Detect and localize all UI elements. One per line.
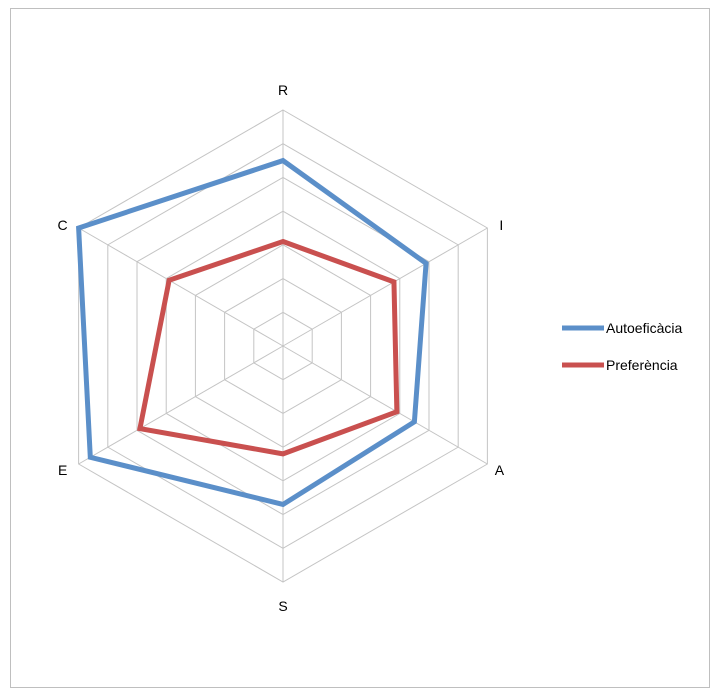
axis-label-I: I [499, 217, 503, 233]
legend-label-2: Preferència [606, 357, 678, 373]
axis-label-S: S [278, 598, 287, 614]
series-line-1 [79, 161, 426, 505]
series-line-2 [140, 241, 397, 453]
spoke-A [283, 346, 487, 464]
axis-label-A: A [495, 462, 505, 478]
spoke-C [79, 228, 283, 346]
legend-label-1: Autoeficàcia [606, 320, 682, 336]
radar-series [79, 161, 426, 505]
axis-label-E: E [58, 462, 67, 478]
radar-spokes [79, 110, 488, 582]
axis-label-C: C [58, 217, 68, 233]
spoke-I [283, 228, 487, 346]
legend: Autoeficàcia Preferència [562, 320, 682, 373]
radar-chart: R I A S E C Autoeficàcia Preferència [0, 0, 712, 672]
axis-label-R: R [278, 82, 288, 98]
